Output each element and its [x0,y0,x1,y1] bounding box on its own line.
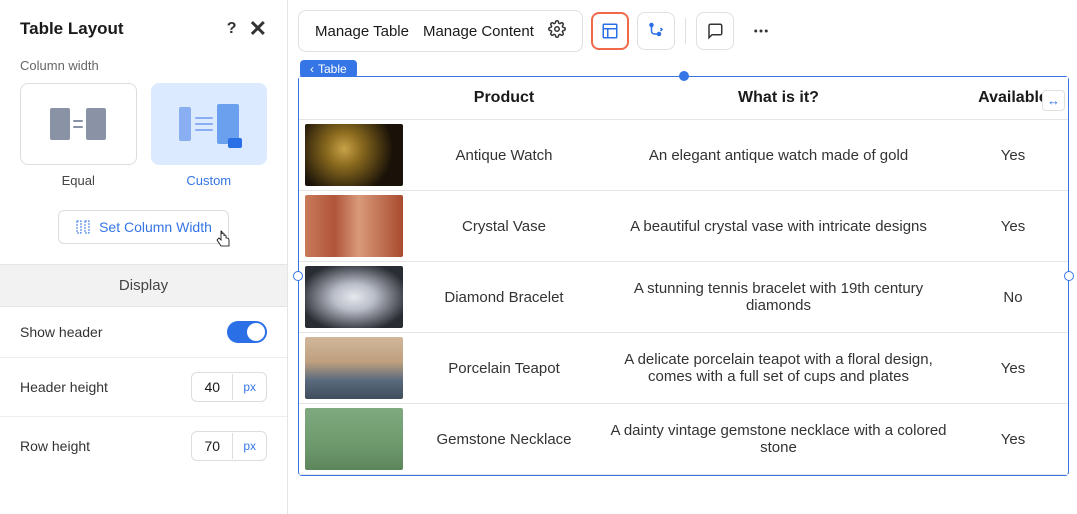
design-button[interactable] [637,12,675,50]
toolbar: Manage Table Manage Content [298,10,1069,52]
breadcrumb-chevron-icon: ‹ [310,62,314,76]
layout-button[interactable] [591,12,629,50]
selection-handle-left[interactable] [293,271,303,281]
custom-width-icon [179,104,239,144]
product-thumbnail [305,337,403,399]
manage-table-button[interactable]: Manage Table [315,23,409,40]
row-height-input[interactable]: 70 px [191,431,267,461]
column-width-label: Column width [0,54,287,83]
width-mode-equal[interactable]: Equal [20,83,137,188]
column-resize-handle-icon[interactable]: ↔ [1042,90,1065,111]
selection-handle-top[interactable] [679,71,689,81]
product-name: Antique Watch [409,120,599,191]
product-description: A beautiful crystal vase with intricate … [599,191,958,262]
row-height-label: Row height [20,438,90,454]
table-row[interactable]: Crystal VaseA beautiful crystal vase wit… [299,191,1068,262]
help-icon[interactable]: ? [227,20,237,38]
product-name: Porcelain Teapot [409,333,599,404]
panel-title: Table Layout [20,19,124,39]
width-mode-custom[interactable]: Custom [151,83,268,188]
product-available: Yes [958,404,1068,475]
manage-pill: Manage Table Manage Content [298,10,583,52]
product-description: A dainty vintage gemstone necklace with … [599,404,958,475]
comment-button[interactable] [696,12,734,50]
table-row[interactable]: Antique WatchAn elegant antique watch ma… [299,120,1068,191]
display-section-header: Display [0,264,287,307]
manage-content-button[interactable]: Manage Content [423,23,534,40]
unit-label[interactable]: px [232,374,266,400]
product-thumbnail [305,408,403,470]
header-height-label: Header height [20,379,108,395]
product-available: Yes [958,120,1068,191]
table-row[interactable]: Diamond BraceletA stunning tennis bracel… [299,262,1068,333]
product-available: No [958,262,1068,333]
header-height-input[interactable]: 40 px [191,372,267,402]
product-name: Gemstone Necklace [409,404,599,475]
show-header-toggle[interactable] [227,321,267,343]
product-description: A delicate porcelain teapot with a flora… [599,333,958,404]
product-name: Diamond Bracelet [409,262,599,333]
width-mode-equal-label: Equal [62,173,95,188]
product-name: Crystal Vase [409,191,599,262]
product-available: Yes [958,191,1068,262]
product-thumbnail [305,195,403,257]
more-button[interactable] [742,12,780,50]
set-column-width-label: Set Column Width [99,219,212,235]
table-row[interactable]: Porcelain TeapotA delicate porcelain tea… [299,333,1068,404]
unit-label[interactable]: px [232,433,266,459]
product-description: A stunning tennis bracelet with 19th cen… [599,262,958,333]
breadcrumb-label: Table [318,62,347,76]
column-width-icon [75,219,91,235]
data-table[interactable]: ProductWhat is it?Available Antique Watc… [299,77,1068,475]
close-icon[interactable]: ✕ [249,18,267,40]
product-thumbnail [305,124,403,186]
table-row[interactable]: Gemstone NecklaceA dainty vintage gemsto… [299,404,1068,475]
product-available: Yes [958,333,1068,404]
table-header[interactable]: What is it? [599,77,958,120]
set-column-width-button[interactable]: Set Column Width [58,210,229,244]
show-header-label: Show header [20,324,103,340]
main-area: Manage Table Manage Content ‹ Table ↔ [288,0,1077,514]
gear-icon[interactable] [548,20,566,42]
selection-handle-right[interactable] [1064,271,1074,281]
table-header[interactable]: Product [409,77,599,120]
table-layout-panel: Table Layout ? ✕ Column width Equal Cust… [0,0,288,514]
table-header[interactable] [299,77,409,120]
product-description: An elegant antique watch made of gold [599,120,958,191]
width-mode-custom-label: Custom [186,173,231,188]
equal-width-icon [50,108,106,140]
product-thumbnail [305,266,403,328]
